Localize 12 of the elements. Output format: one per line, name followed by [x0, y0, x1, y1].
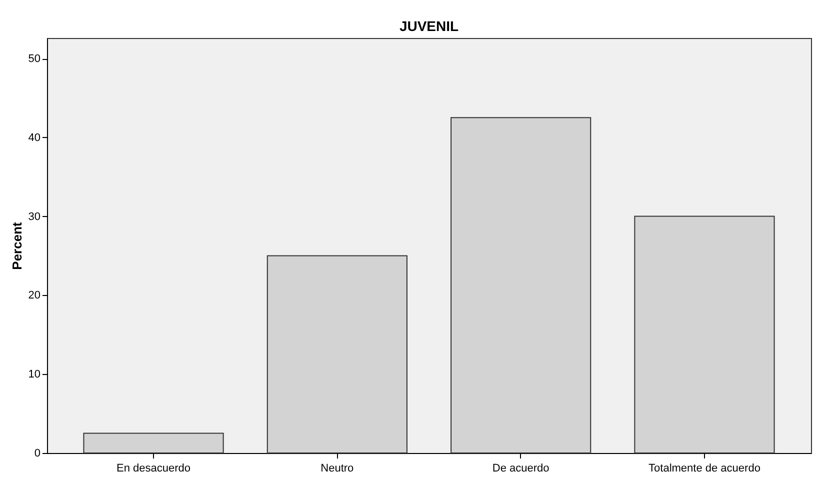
- y-axis-title: Percent: [9, 221, 24, 270]
- y-tick-label: 30: [28, 210, 40, 223]
- y-tick-label: 0: [34, 448, 40, 460]
- y-tick-label: 50: [28, 53, 40, 66]
- y-tick-label: 10: [28, 368, 40, 381]
- x-tick-label: En desacuerdo: [116, 462, 191, 474]
- y-tick-label: 40: [28, 132, 40, 144]
- x-tick-label: Totalmente de acuerdo: [648, 462, 760, 474]
- x-tick-label: Neutro: [320, 462, 354, 474]
- x-tick-label: De acuerdo: [492, 462, 550, 474]
- y-tick-label: 20: [28, 290, 40, 302]
- chart-title: JUVENIL: [399, 18, 460, 34]
